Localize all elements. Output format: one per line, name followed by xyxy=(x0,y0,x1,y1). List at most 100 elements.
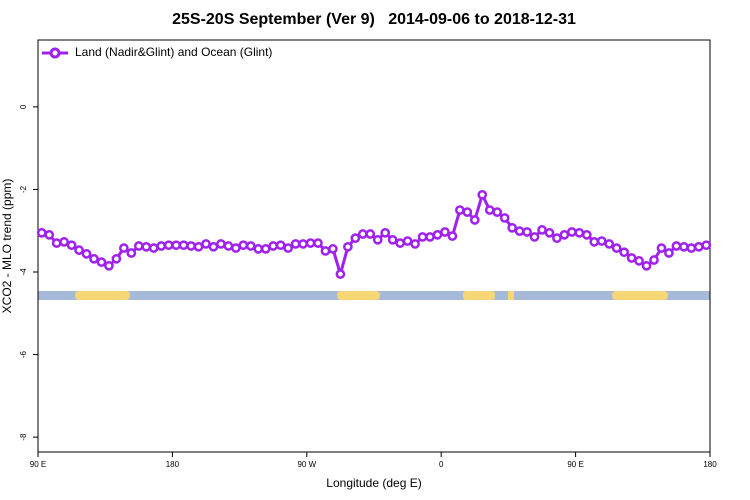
data-point xyxy=(574,227,585,238)
data-point xyxy=(74,245,84,255)
x-tick-label: 180 xyxy=(166,460,180,469)
data-point xyxy=(492,207,503,217)
land-ocean-strip xyxy=(38,291,710,300)
data-point xyxy=(380,227,391,238)
data-point xyxy=(268,241,279,251)
data-point xyxy=(96,257,107,267)
data-point xyxy=(51,238,62,248)
data-point xyxy=(119,243,129,253)
x-tick-label: 90 E xyxy=(567,460,583,469)
data-point xyxy=(589,237,600,247)
data-point xyxy=(447,231,458,241)
data-point xyxy=(238,240,249,251)
data-point xyxy=(223,241,234,251)
data-point xyxy=(477,189,488,200)
data-point xyxy=(619,247,629,258)
data-point xyxy=(544,227,555,238)
y-tick-label: -2 xyxy=(19,185,28,193)
data-point xyxy=(44,230,55,240)
data-point xyxy=(163,240,174,251)
data-point xyxy=(559,230,570,240)
data-point xyxy=(410,239,420,249)
data-point xyxy=(425,232,435,242)
data-point xyxy=(305,238,316,248)
data-point xyxy=(171,240,181,251)
data-point xyxy=(81,248,92,259)
data-point xyxy=(514,226,525,236)
data-point xyxy=(664,248,674,258)
data-point xyxy=(111,253,122,264)
data-point xyxy=(260,244,271,254)
data-point xyxy=(626,253,637,263)
data-point xyxy=(231,243,241,253)
data-point xyxy=(469,215,480,225)
legend: Land (Nadir&Glint) and Ocean (Glint) xyxy=(42,45,272,59)
land-band xyxy=(75,291,130,300)
data-point xyxy=(596,236,607,246)
data-point xyxy=(567,227,577,237)
legend-marker xyxy=(49,47,61,59)
data-point xyxy=(462,207,473,217)
data-point xyxy=(686,243,697,253)
data-point xyxy=(208,241,219,252)
data-point xyxy=(537,225,547,235)
data-point xyxy=(193,241,204,252)
data-point xyxy=(455,205,465,215)
data-point xyxy=(395,238,405,248)
data-point xyxy=(141,241,152,252)
data-point xyxy=(36,227,47,238)
data-point xyxy=(59,237,69,247)
data-point xyxy=(484,205,495,215)
data-point xyxy=(701,240,712,251)
data-point xyxy=(283,243,293,253)
land-band xyxy=(508,291,514,300)
x-tick-label: 0 xyxy=(439,460,444,469)
land-band xyxy=(463,291,495,300)
data-point xyxy=(499,213,510,223)
data-point xyxy=(201,239,211,249)
data-point xyxy=(365,229,376,239)
data-point xyxy=(245,241,256,251)
data-point xyxy=(178,240,189,251)
data-point xyxy=(387,234,398,245)
data-point xyxy=(104,260,114,271)
data-point xyxy=(634,256,644,266)
data-point xyxy=(679,241,689,252)
data-point xyxy=(133,241,144,251)
data-point xyxy=(611,243,622,253)
y-axis-label: XCO2 - MLO trend (ppm) xyxy=(0,179,14,314)
data-point xyxy=(253,244,264,254)
land-band xyxy=(612,291,668,300)
data-point xyxy=(66,240,77,251)
data-point xyxy=(126,248,137,258)
data-point xyxy=(186,241,196,251)
data-point xyxy=(343,241,353,252)
data-point xyxy=(641,260,652,271)
data-point xyxy=(604,239,615,249)
data-point xyxy=(350,233,361,244)
chart-title: 25S-20S September (Ver 9) 2014-09-06 to … xyxy=(172,11,576,28)
data-point xyxy=(335,269,346,279)
data-point xyxy=(402,236,413,246)
data-point xyxy=(216,239,226,249)
legend-label: Land (Nadir&Glint) and Ocean (Glint) xyxy=(75,45,272,59)
data-point xyxy=(552,233,562,244)
data-point xyxy=(290,239,301,249)
data-point xyxy=(440,227,450,237)
y-tick-label: 0 xyxy=(19,104,28,109)
x-tick-label: 90 W xyxy=(297,460,316,469)
data-point xyxy=(320,246,331,256)
x-tick-label: 180 xyxy=(703,460,717,469)
data-point xyxy=(313,238,323,248)
data-point xyxy=(357,229,368,239)
data-point xyxy=(529,232,540,242)
data-point xyxy=(148,243,159,253)
data-point xyxy=(275,240,286,251)
data-point xyxy=(328,244,338,254)
y-tick-label: -8 xyxy=(19,433,28,441)
x-tick-label: 90 E xyxy=(30,460,46,469)
data-point xyxy=(581,230,592,240)
data-point xyxy=(693,241,704,252)
